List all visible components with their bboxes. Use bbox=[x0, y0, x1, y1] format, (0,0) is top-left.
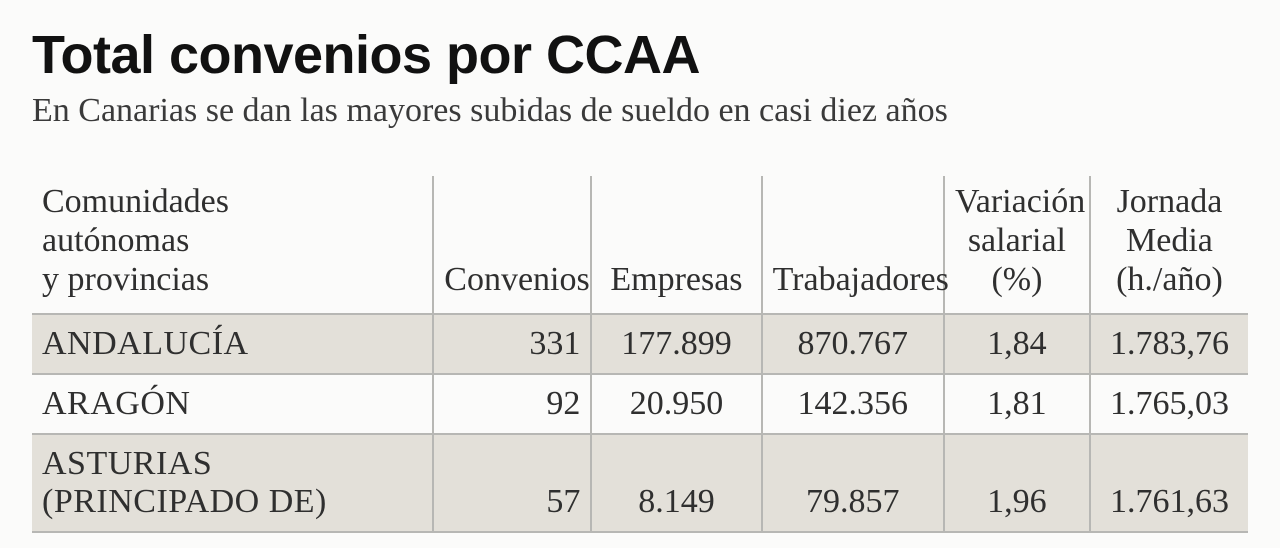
table-row: ANDALUCÍA 331 177.899 870.767 1,84 1.783… bbox=[32, 314, 1248, 374]
table-header-row: Comunidadesautónomasy provincias Conveni… bbox=[32, 176, 1248, 314]
page-title: Total convenios por CCAA bbox=[32, 24, 1248, 86]
cell-jornada: 1.761,63 bbox=[1090, 434, 1248, 532]
cell-trabajadores: 142.356 bbox=[762, 374, 944, 434]
cell-convenios: 92 bbox=[433, 374, 591, 434]
page-subtitle: En Canarias se dan las mayores subidas d… bbox=[32, 92, 1248, 130]
col-trabajadores: Trabajadores bbox=[762, 176, 944, 314]
col-jornada: JornadaMedia(h./año) bbox=[1090, 176, 1248, 314]
cell-region: ASTURIAS (PRINCIPADO DE) bbox=[32, 434, 433, 532]
col-region: Comunidadesautónomasy provincias bbox=[32, 176, 433, 314]
cell-empresas: 8.149 bbox=[591, 434, 761, 532]
cell-trabajadores: 870.767 bbox=[762, 314, 944, 374]
convenios-table: Comunidadesautónomasy provincias Conveni… bbox=[32, 176, 1248, 533]
cell-variacion: 1,81 bbox=[944, 374, 1090, 434]
cell-variacion: 1,96 bbox=[944, 434, 1090, 532]
cell-region: ANDALUCÍA bbox=[32, 314, 433, 374]
cell-variacion: 1,84 bbox=[944, 314, 1090, 374]
table-row: ARAGÓN 92 20.950 142.356 1,81 1.765,03 bbox=[32, 374, 1248, 434]
table-row: ASTURIAS (PRINCIPADO DE) 57 8.149 79.857… bbox=[32, 434, 1248, 532]
cell-region: ARAGÓN bbox=[32, 374, 433, 434]
cell-jornada: 1.783,76 bbox=[1090, 314, 1248, 374]
cell-trabajadores: 79.857 bbox=[762, 434, 944, 532]
cell-empresas: 20.950 bbox=[591, 374, 761, 434]
col-variacion: Variaciónsalarial(%) bbox=[944, 176, 1090, 314]
col-empresas: Empresas bbox=[591, 176, 761, 314]
col-convenios: Convenios bbox=[433, 176, 591, 314]
cell-convenios: 57 bbox=[433, 434, 591, 532]
cell-jornada: 1.765,03 bbox=[1090, 374, 1248, 434]
cell-convenios: 331 bbox=[433, 314, 591, 374]
cell-empresas: 177.899 bbox=[591, 314, 761, 374]
